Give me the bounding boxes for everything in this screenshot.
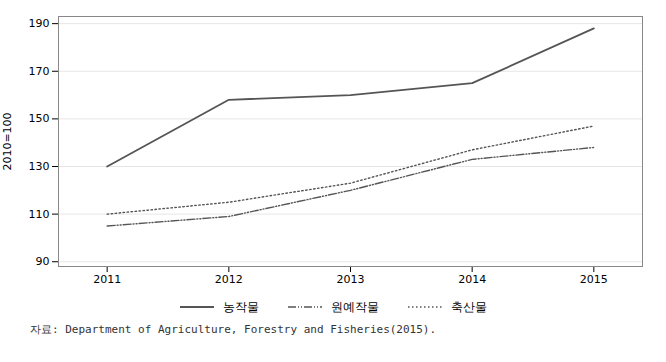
svg-text:190: 190 bbox=[29, 17, 50, 30]
svg-text:2011: 2011 bbox=[93, 273, 121, 286]
svg-text:2015: 2015 bbox=[580, 273, 608, 286]
svg-text:150: 150 bbox=[29, 112, 50, 125]
svg-text:2013: 2013 bbox=[337, 273, 365, 286]
svg-text:2012: 2012 bbox=[215, 273, 243, 286]
html-text:자료: Department of Agriculture,: 자료: Department of Agriculture, Forestry … bbox=[30, 323, 437, 336]
html-text:원예작물: 원예작물 bbox=[331, 299, 379, 314]
svg-text:110: 110 bbox=[29, 208, 50, 221]
html-text:축산물: 축산물 bbox=[451, 299, 487, 314]
svg-text:130: 130 bbox=[29, 160, 50, 173]
svg-text:90: 90 bbox=[36, 255, 50, 268]
svg-text:2014: 2014 bbox=[458, 273, 486, 286]
svg-text:2010=100: 2010=100 bbox=[1, 112, 14, 170]
html-text:농작물: 농작물 bbox=[223, 299, 259, 314]
svg-text:170: 170 bbox=[29, 65, 50, 78]
